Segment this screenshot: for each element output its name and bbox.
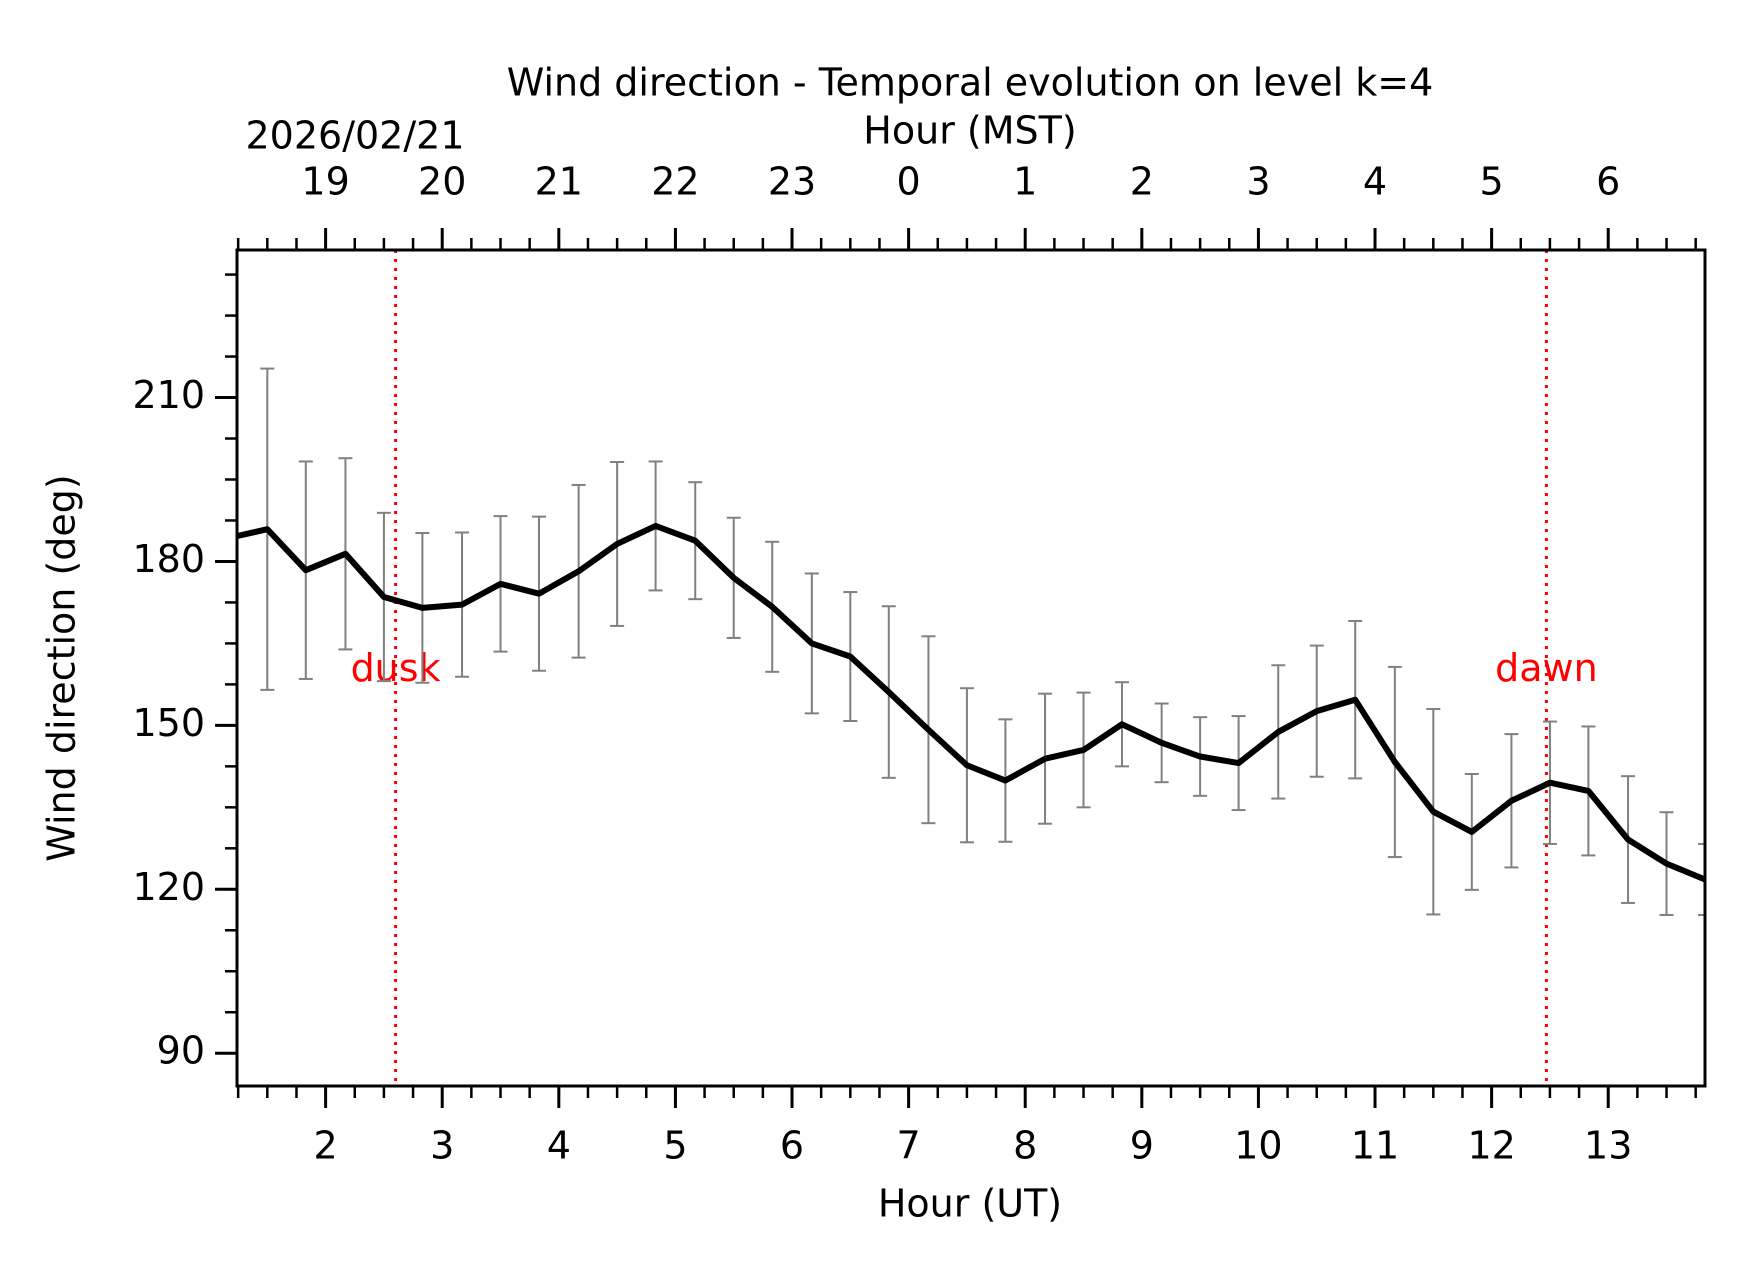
x-tick-label: 6	[780, 1124, 804, 1168]
x-tick-label: 10	[1234, 1124, 1282, 1168]
top-tick-label: 21	[535, 160, 583, 204]
top-tick-label: 1	[1013, 160, 1037, 204]
x-tick-label: 3	[430, 1124, 454, 1168]
x-tick-label: 8	[1013, 1124, 1037, 1168]
y-tick-label: 150	[132, 701, 205, 745]
plot-area	[237, 367, 1705, 916]
x-tick-label: 12	[1467, 1124, 1515, 1168]
x-axis-label: Hour (UT)	[878, 1182, 1062, 1226]
top-tick-label: 5	[1480, 160, 1504, 204]
top-tick-label: 4	[1363, 160, 1387, 204]
x-tick-label: 2	[314, 1124, 338, 1168]
data-line	[237, 522, 1705, 883]
top-tick-label: 3	[1246, 160, 1270, 204]
y-tick-label: 90	[157, 1029, 205, 1073]
y-tick-label: 180	[132, 537, 205, 581]
top-tick-label: 23	[768, 160, 816, 204]
top-axis-label: Hour (MST)	[863, 109, 1076, 153]
y-tick-label: 210	[132, 373, 205, 417]
x-tick-label: 5	[663, 1124, 687, 1168]
x-tick-label: 7	[897, 1124, 921, 1168]
chart-title: Wind direction - Temporal evolution on l…	[507, 61, 1434, 105]
top-tick-label: 6	[1596, 160, 1620, 204]
top-tick-label: 0	[897, 160, 921, 204]
top-tick-label: 2	[1130, 160, 1154, 204]
y-tick-label: 120	[132, 865, 205, 909]
top-date: 2026/02/21	[245, 114, 464, 158]
plot-frame	[235, 248, 1707, 1088]
y-axis-label: Wind direction (deg)	[40, 474, 84, 861]
top-tick-label: 22	[651, 160, 699, 204]
top-tick-label: 20	[418, 160, 466, 204]
event-label: dawn	[1495, 646, 1598, 690]
error-bar	[1698, 842, 1705, 916]
x-tick-label: 11	[1351, 1124, 1399, 1168]
top-tick-label: 19	[301, 160, 349, 204]
x-tick-label: 4	[547, 1124, 571, 1168]
x-tick-label: 9	[1130, 1124, 1154, 1168]
x-tick-label: 13	[1584, 1124, 1632, 1168]
